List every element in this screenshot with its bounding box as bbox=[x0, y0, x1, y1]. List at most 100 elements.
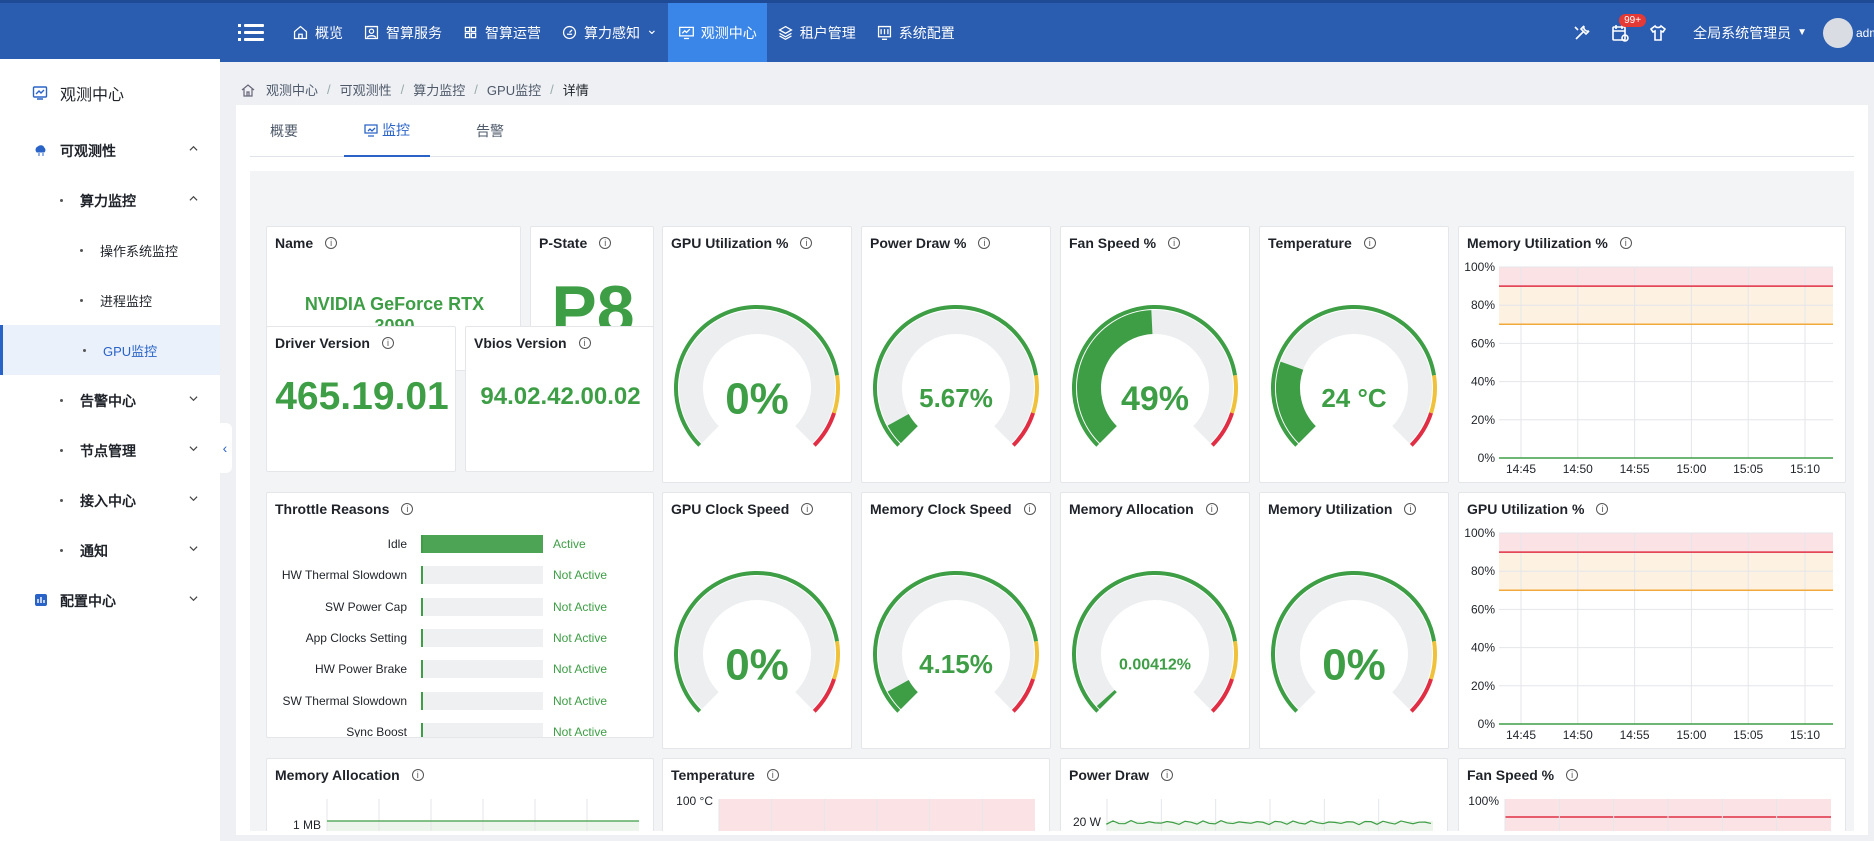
sidebar-item-7[interactable]: 接入中心 bbox=[0, 475, 220, 525]
info-icon[interactable]: i bbox=[801, 503, 814, 515]
tab-0[interactable]: 概要 bbox=[250, 105, 318, 157]
sidebar-item-5[interactable]: 告警中心 bbox=[0, 375, 220, 425]
breadcrumb-item-4: 详情 bbox=[562, 80, 589, 107]
breadcrumb-item-2[interactable]: 算力监控 bbox=[413, 83, 466, 98]
panel-gauge-4: GPU Clock Speed i 0% bbox=[662, 492, 852, 749]
chevron-up-icon bbox=[189, 195, 198, 201]
nav-item-0[interactable]: 概览 bbox=[282, 3, 353, 62]
sidebar-item-9[interactable]: 配置中心 bbox=[0, 575, 220, 625]
tab-2[interactable]: 告警 bbox=[456, 105, 524, 157]
timeseries-chart: 0% 20% 40% 60% 80% 100% 14:45 14:50 14:55 15:00 15… bbox=[1464, 526, 1833, 742]
avatar[interactable] bbox=[1823, 17, 1853, 48]
y-tick-label: 60% bbox=[1471, 336, 1495, 350]
nav-item-2[interactable]: 智算运营 bbox=[452, 3, 551, 62]
sidebar-item-3[interactable]: 进程监控 bbox=[0, 275, 220, 325]
user-short: adm bbox=[1856, 25, 1874, 40]
nav-item-1[interactable]: 智算服务 bbox=[353, 3, 452, 62]
info-icon[interactable]: i bbox=[800, 237, 813, 249]
info-icon[interactable]: i bbox=[411, 769, 424, 781]
breadcrumb-item-1[interactable]: 可观测性 bbox=[339, 83, 392, 98]
throttle-row: HW Thermal Slowdown Not Active bbox=[267, 564, 647, 586]
x-tick-label: 14:45 bbox=[1506, 728, 1536, 742]
throttle-status: Not Active bbox=[553, 599, 608, 614]
panel-title: Memory Allocation i bbox=[1069, 501, 1218, 517]
sidebar-item-0[interactable]: 可观测性 bbox=[0, 125, 220, 175]
shirt-icon[interactable] bbox=[1643, 18, 1673, 48]
panel-title: P-State i bbox=[539, 235, 612, 251]
nav-item-3[interactable]: 算力感知 ⌄ bbox=[551, 3, 668, 62]
y-tick-label: 80% bbox=[1471, 298, 1495, 312]
gauge-value: 24 °C bbox=[1321, 383, 1387, 413]
throttle-row: Idle Active bbox=[267, 533, 647, 555]
monitor-icon bbox=[364, 124, 378, 137]
y-tick-label: 20% bbox=[1471, 413, 1495, 427]
user-menu[interactable]: 全局系统管理员 ▼ bbox=[1693, 23, 1807, 43]
x-tick-label: 15:10 bbox=[1790, 728, 1820, 742]
info-icon[interactable]: i bbox=[1596, 503, 1609, 515]
timeseries-chart: 0% 20% 40% 60% 80% 100% 14:45 14:50 14:55 15:00 15… bbox=[1464, 260, 1833, 476]
partial-chart: 20 W bbox=[1073, 799, 1433, 831]
info-icon[interactable]: i bbox=[766, 769, 779, 781]
panel-title: Memory Allocation i bbox=[275, 767, 424, 783]
sidebar-item-6[interactable]: 节点管理 bbox=[0, 425, 220, 475]
info-icon[interactable]: i bbox=[325, 237, 338, 249]
sidebar-collapse-button[interactable]: ‹ bbox=[218, 423, 232, 473]
gauge-threshold-red bbox=[1210, 412, 1234, 447]
info-icon[interactable]: i bbox=[1404, 503, 1417, 515]
sidebar: 观测中心 可观测性 算力监控 操作系统监控 进程监控 GPU监控 告警中心 节点管理 接入中心… bbox=[0, 59, 220, 841]
x-tick-label: 15:00 bbox=[1676, 462, 1706, 476]
y-tick-label: 60% bbox=[1471, 602, 1495, 616]
info-icon[interactable]: i bbox=[1205, 503, 1218, 515]
panel-title: Temperature i bbox=[671, 767, 779, 783]
main-nav: 概览 智算服务 智算运营 算力感知 ⌄ 观测中心 租户管理 系统配置 bbox=[282, 3, 965, 62]
panel-title: GPU Utilization % i bbox=[671, 235, 813, 251]
user-label: 全局系统管理员 bbox=[1693, 24, 1792, 41]
tools-icon[interactable] bbox=[1567, 18, 1597, 48]
gauge: 4.15% bbox=[873, 571, 1039, 713]
sidebar-item-1[interactable]: 算力监控 bbox=[0, 175, 220, 225]
grid-icon bbox=[464, 26, 477, 39]
home-icon[interactable] bbox=[240, 82, 256, 98]
sidebar-item-2[interactable]: 操作系统监控 bbox=[0, 225, 220, 275]
bullet-dot bbox=[60, 449, 63, 452]
partial-chart: 1 MB bbox=[293, 799, 639, 831]
info-icon[interactable]: i bbox=[1619, 237, 1632, 249]
panel-title: Memory Utilization i bbox=[1268, 501, 1417, 517]
sidebar-item-8[interactable]: 通知 bbox=[0, 525, 220, 575]
breadcrumb-item-3[interactable]: GPU监控 bbox=[486, 83, 542, 98]
menu-toggle-icon[interactable] bbox=[238, 22, 264, 44]
gauge-threshold-yellow bbox=[1429, 641, 1437, 680]
info-icon[interactable]: i bbox=[401, 503, 414, 515]
info-icon[interactable]: i bbox=[1168, 237, 1181, 249]
panel-title: Name i bbox=[275, 235, 338, 251]
gauge: 24 °C bbox=[1271, 305, 1437, 447]
nav-item-5[interactable]: 租户管理 bbox=[767, 3, 866, 62]
gauge-threshold-red bbox=[1210, 678, 1234, 713]
notification-calendar-icon[interactable]: 99+ bbox=[1605, 13, 1647, 48]
panel-title: GPU Clock Speed i bbox=[671, 501, 814, 517]
info-icon[interactable]: i bbox=[978, 237, 991, 249]
gauge: 0% bbox=[674, 305, 840, 447]
info-icon[interactable]: i bbox=[1023, 503, 1036, 515]
sidebar-item-label: 节点管理 bbox=[80, 443, 136, 459]
throttle-label: Idle bbox=[387, 537, 407, 551]
info-icon[interactable]: i bbox=[381, 337, 394, 349]
breadcrumb-item-0[interactable]: 观测中心 bbox=[266, 83, 319, 98]
info-icon[interactable]: i bbox=[578, 337, 591, 349]
tab-label: 监控 bbox=[382, 122, 410, 138]
info-icon[interactable]: i bbox=[1566, 769, 1579, 781]
y-tick-label: 80 °C bbox=[683, 830, 713, 831]
series-line bbox=[1106, 819, 1432, 826]
nav-item-4[interactable]: 观测中心 bbox=[667, 3, 767, 62]
sidebar-item-label: 进程监控 bbox=[100, 294, 153, 309]
tab-1[interactable]: 监控 bbox=[344, 105, 430, 157]
info-icon[interactable]: i bbox=[1161, 769, 1174, 781]
gauge-threshold-red bbox=[812, 412, 836, 447]
y-tick-label: 20% bbox=[1471, 679, 1495, 693]
tabs: 概要 监控 告警 bbox=[250, 105, 1854, 157]
nav-item-6[interactable]: 系统配置 bbox=[866, 3, 965, 62]
info-icon[interactable]: i bbox=[1363, 237, 1376, 249]
info-icon[interactable]: i bbox=[599, 237, 612, 249]
throttle-bar bbox=[421, 722, 543, 737]
sidebar-item-4[interactable]: GPU监控 bbox=[0, 325, 220, 375]
